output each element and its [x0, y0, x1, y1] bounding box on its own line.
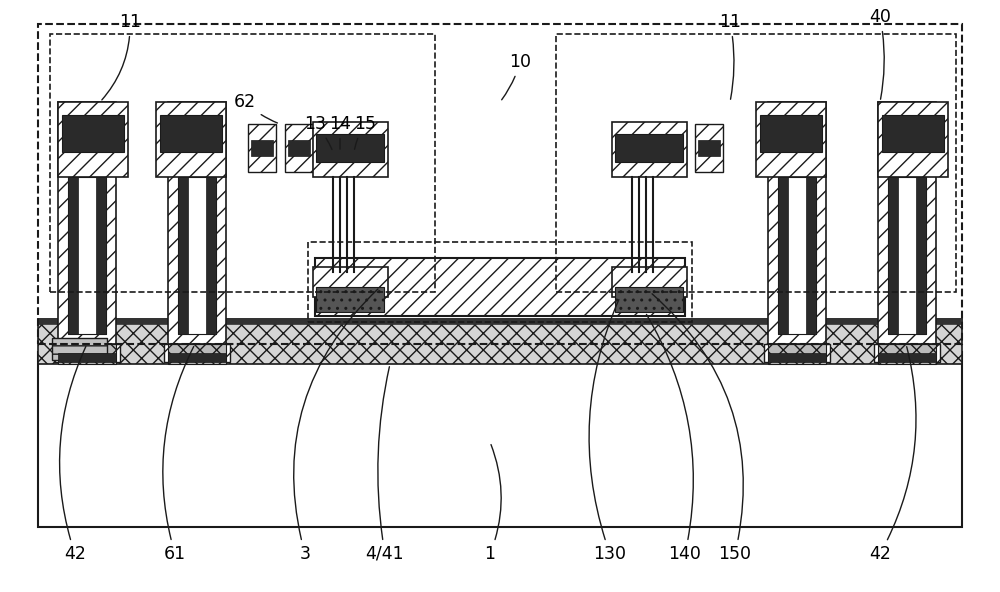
Bar — [38, 319, 962, 364]
Bar — [316, 134, 384, 162]
Bar — [916, 177, 926, 334]
Bar — [698, 140, 720, 156]
Bar — [38, 318, 962, 324]
Bar — [52, 338, 107, 360]
Bar — [164, 344, 230, 362]
Bar — [308, 242, 692, 322]
Bar — [768, 102, 826, 344]
Bar — [38, 24, 962, 344]
Text: 61: 61 — [163, 346, 194, 563]
Bar — [206, 177, 216, 334]
Bar — [168, 102, 226, 344]
Bar — [612, 267, 687, 297]
Bar — [313, 122, 388, 177]
Text: 40: 40 — [869, 8, 891, 99]
Bar — [168, 344, 226, 364]
Bar — [160, 115, 222, 152]
Text: 10: 10 — [502, 53, 531, 100]
Bar — [888, 177, 926, 334]
Text: 150: 150 — [652, 294, 752, 563]
Bar — [806, 177, 816, 334]
Bar — [96, 177, 106, 334]
Bar — [760, 115, 822, 152]
Text: 62: 62 — [234, 93, 277, 123]
Bar — [58, 353, 116, 362]
Text: 11: 11 — [719, 13, 741, 99]
Bar — [882, 115, 944, 152]
Text: 42: 42 — [869, 347, 916, 563]
Bar — [756, 102, 826, 177]
Bar — [168, 353, 226, 362]
Bar — [612, 122, 687, 177]
Text: 4/41: 4/41 — [366, 366, 404, 563]
Bar — [615, 287, 683, 312]
Bar — [315, 258, 685, 316]
Bar — [874, 344, 940, 362]
Bar — [313, 267, 388, 297]
Bar — [251, 140, 273, 156]
Bar — [38, 352, 962, 527]
Text: 15: 15 — [354, 115, 376, 149]
Bar — [556, 34, 956, 292]
Bar — [764, 344, 830, 362]
Bar — [778, 177, 816, 334]
Bar — [156, 102, 226, 177]
Bar — [58, 102, 128, 177]
Bar — [178, 177, 188, 334]
Bar — [878, 353, 936, 362]
Bar — [658, 124, 686, 172]
Text: 130: 130 — [589, 300, 626, 563]
Bar — [178, 177, 216, 334]
Bar — [285, 124, 313, 172]
Text: 3: 3 — [294, 289, 378, 563]
Bar — [316, 287, 384, 312]
Text: 140: 140 — [646, 314, 701, 563]
Bar — [54, 344, 120, 362]
Text: 13: 13 — [304, 115, 332, 149]
Bar — [768, 344, 826, 364]
Bar — [878, 344, 936, 364]
Text: 14: 14 — [329, 115, 351, 149]
Bar — [878, 102, 936, 344]
Bar — [58, 344, 116, 364]
Text: 1: 1 — [484, 445, 501, 563]
Bar — [878, 102, 948, 177]
Bar — [661, 140, 683, 156]
Text: 42: 42 — [60, 346, 86, 563]
Bar — [768, 353, 826, 362]
Bar — [888, 177, 898, 334]
Bar — [288, 140, 310, 156]
Bar — [58, 102, 116, 344]
Bar — [68, 177, 78, 334]
Bar — [62, 115, 124, 152]
Bar — [68, 177, 106, 334]
Bar — [695, 124, 723, 172]
Bar — [50, 34, 435, 292]
Bar — [248, 124, 276, 172]
Bar — [778, 177, 788, 334]
Text: 11: 11 — [102, 13, 141, 100]
Bar — [615, 134, 683, 162]
